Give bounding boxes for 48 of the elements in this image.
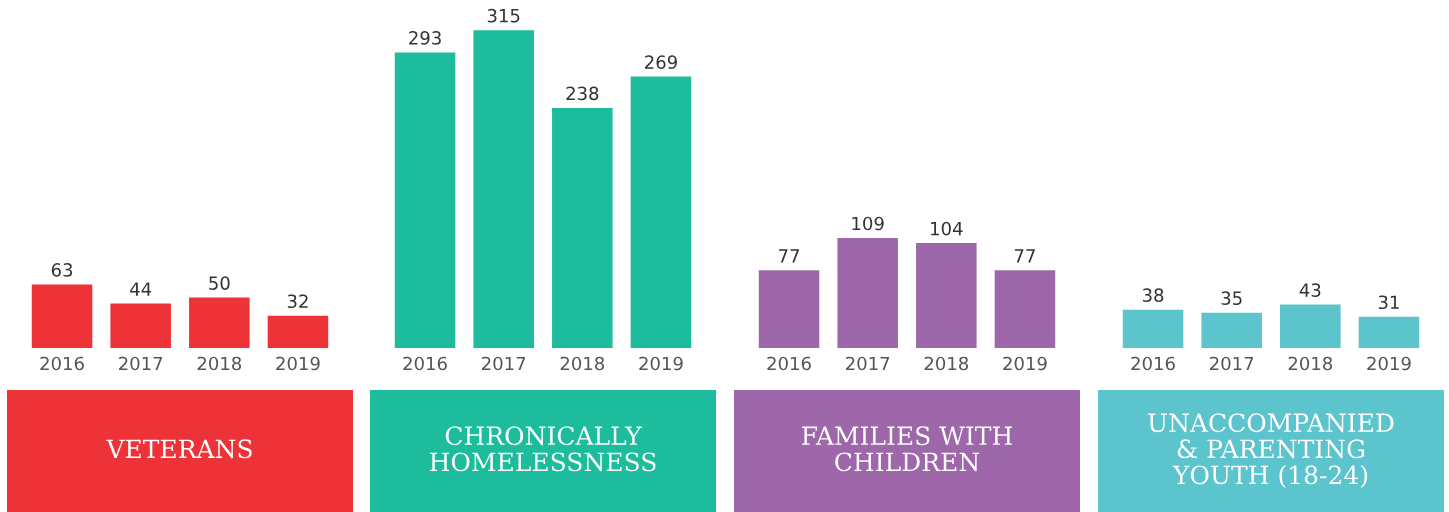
x-tick-label: 2018 [560,356,605,371]
x-tick-label: 2019 [639,356,683,371]
data-label: 32 [287,294,308,309]
text: FAMILIES WITH CHILDREN [802,426,1012,472]
data-label: 269 [645,55,677,69]
x-tick-label: 2017 [1210,356,1254,371]
data-label: 38 [1142,288,1164,302]
bar [31,284,93,348]
data-label: 50 [209,276,230,290]
x-tick-label: 2017 [846,356,890,371]
data-label: 44 [130,282,152,296]
data-label: 238 [566,86,599,101]
data-label: 63 [51,263,73,277]
bar [189,297,250,348]
x-tick-label: 2016 [403,356,447,371]
x-tick-label: 2016 [40,356,84,371]
data-label: 31 [1378,295,1399,310]
x-tick-label: 2017 [482,356,526,371]
bar [1358,316,1420,348]
bar [1122,309,1184,348]
bar [1201,312,1262,348]
data-label: 77 [1014,249,1035,263]
x-tick-label: 2016 [767,356,811,371]
bar [110,303,171,348]
x-tick-label: 2017 [119,356,163,371]
data-label: 43 [1299,283,1321,297]
text: UNACCOMPANIED & PARENTING YOUTH (18-24) [1148,413,1394,488]
x-tick-label: 2018 [924,356,969,371]
x-tick-label: 2019 [1367,356,1411,371]
data-label: 77 [779,249,799,263]
data-label: 109 [852,216,884,231]
x-tick-label: 2019 [276,356,320,371]
x-tick-label: 2016 [1131,356,1175,371]
bar [267,315,329,348]
bar [1280,304,1341,348]
data-label: 104 [931,221,963,236]
bar [473,30,534,348]
bar [552,107,613,348]
data-label: 35 [1221,291,1242,306]
text: VETERANS [106,439,252,459]
data-label: 315 [487,8,520,23]
bar [630,76,692,348]
x-tick-label: 2019 [1003,356,1047,371]
text: CHRONICALLY HOMELESSNESS [430,426,656,472]
x-tick-label: 2018 [1288,356,1333,371]
bar [394,52,456,348]
data-label: 293 [409,31,441,45]
x-tick-label: 2018 [197,356,242,371]
